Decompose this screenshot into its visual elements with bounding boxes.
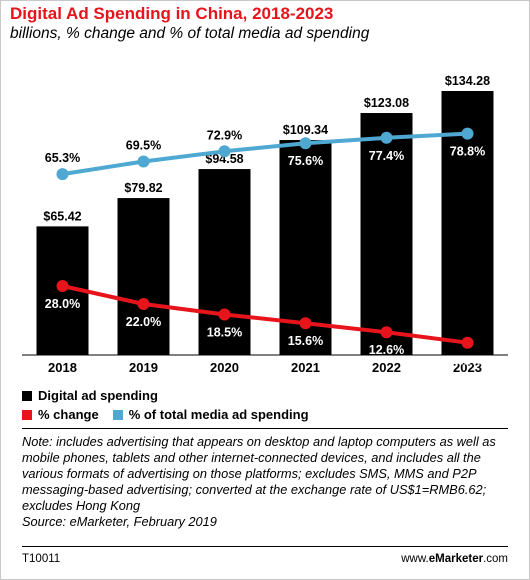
change-label-2018: 28.0%: [45, 297, 80, 311]
bar-label-2022: $123.08: [364, 96, 409, 110]
bar-label-2021: $109.34: [283, 123, 328, 137]
share-label-2019: 69.5%: [126, 139, 161, 153]
bar-label-2020: $94.58: [205, 152, 243, 166]
share-point-2021: [299, 137, 312, 150]
brand-suffix: .com: [483, 553, 508, 565]
legend-label-percent-change: % change: [38, 407, 99, 422]
share-label-2021: 75.6%: [288, 154, 323, 168]
change-point-2021: [299, 317, 312, 330]
change-point-2022: [380, 326, 393, 339]
x-tick-2022: 2022: [372, 360, 401, 375]
chart-id: T10011: [22, 553, 61, 565]
source-text: Source: eMarketer, February 2019: [22, 514, 217, 529]
brand-prefix: www.: [401, 553, 429, 565]
change-point-2019: [137, 298, 150, 310]
bar-2019: [117, 198, 170, 355]
chart-title: Digital Ad Spending in China, 2018-2023: [10, 4, 334, 23]
change-line: [62, 284, 468, 345]
x-tick-2023: 2023: [453, 360, 482, 375]
legend-row-1: Digital ad spending: [22, 388, 158, 403]
note-text: Note: includes advertising that appears …: [22, 434, 496, 513]
bar-label-2019: $79.82: [124, 181, 162, 195]
share-point-2019: [137, 155, 150, 168]
chart-note: Note: includes advertising that appears …: [22, 434, 514, 530]
change-point-2018: [56, 280, 69, 292]
share-label-2023: 78.8%: [450, 145, 485, 159]
footer-divider: [22, 546, 508, 547]
legend-label-digital-ad-spending: Digital ad spending: [38, 388, 158, 403]
share-label-2022: 77.4%: [369, 149, 404, 163]
share-point-2022: [380, 131, 393, 144]
change-label-2021: 15.6%: [288, 334, 323, 348]
share-label-2018: 65.3%: [45, 151, 80, 165]
bar-2020: [198, 169, 251, 355]
legend-row-2: % change % of total media ad spending: [22, 407, 309, 422]
x-tick-2021: 2021: [291, 360, 320, 375]
x-tick-2019: 2019: [129, 360, 158, 375]
legend-swatch-percent-change: [22, 409, 32, 420]
x-tick-2020: 2020: [210, 360, 239, 375]
change-label-2023: 9.1%: [453, 354, 482, 368]
brand-name: eMarketer: [428, 553, 484, 565]
change-label-2019: 22.0%: [126, 315, 161, 329]
change-label-2022: 12.6%: [369, 343, 404, 357]
change-point-2023: [461, 336, 474, 349]
x-tick-2018: 2018: [48, 360, 77, 375]
bar-label-2023: $134.28: [445, 74, 490, 88]
share-point-2023: [461, 127, 474, 140]
note-divider: [22, 428, 508, 429]
share-point-2020: [218, 145, 231, 158]
brand-link[interactable]: www.eMarketer.com: [401, 553, 508, 565]
share-label-2020: 72.9%: [207, 128, 242, 142]
legend-label-percent-of-total: % of total media ad spending: [128, 407, 309, 422]
change-point-2020: [218, 308, 231, 321]
bar-label-2018: $65.42: [43, 209, 81, 223]
change-label-2020: 18.5%: [207, 326, 242, 340]
legend-swatch-digital-ad-spending: [22, 390, 32, 401]
share-point-2018: [56, 168, 69, 181]
bar-2022: [360, 113, 413, 356]
chart-subtitle: billions, % change and % of total media …: [10, 25, 370, 42]
share-line: [62, 131, 468, 177]
legend-swatch-percent-of-total: [112, 409, 123, 420]
